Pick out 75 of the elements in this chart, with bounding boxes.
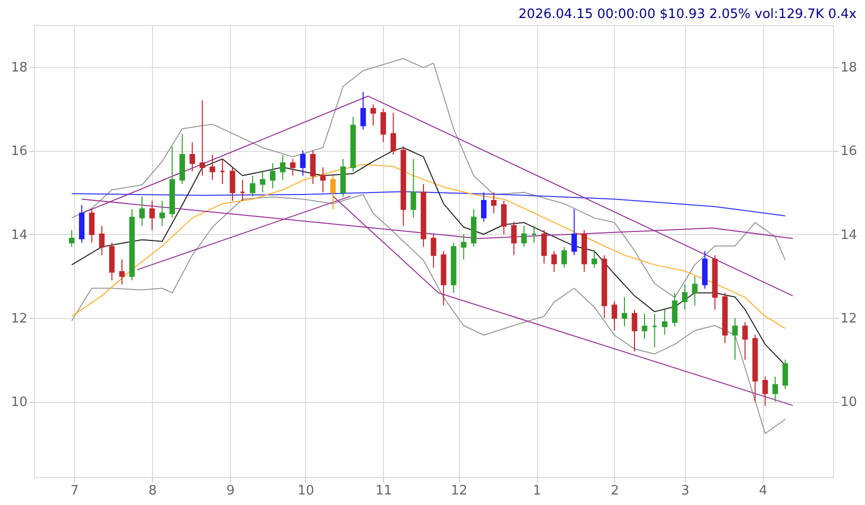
line-series (71, 191, 786, 216)
candlestick (410, 158, 416, 218)
candlestick (300, 150, 306, 176)
candlestick (380, 108, 386, 143)
candlestick (280, 154, 286, 180)
candlestick (99, 225, 105, 256)
candlestick (260, 170, 266, 193)
line-series (71, 194, 786, 434)
y-tick-label: 12 (10, 311, 28, 326)
candlestick (511, 221, 517, 256)
x-tick-label: 7 (70, 484, 79, 498)
candlestick (390, 112, 396, 156)
candlestick (200, 100, 206, 176)
candlestick (360, 91, 366, 130)
candlestick (430, 234, 436, 268)
y-tick-label: 10 (10, 395, 28, 410)
x-tick-label: 8 (148, 484, 157, 498)
y2-tick-label: 14 (840, 228, 858, 243)
x-tick-label: 1 (532, 484, 542, 498)
candlestick (190, 142, 196, 172)
candlestick (68, 230, 74, 248)
candlestick (89, 208, 95, 244)
candlestick (501, 200, 507, 235)
candlestick (632, 309, 638, 352)
candlestick (612, 300, 618, 332)
y2-tick-label: 10 (840, 395, 858, 410)
candlestick (592, 250, 598, 268)
x-tick-label: 9 (226, 484, 235, 498)
candlestick (541, 230, 547, 264)
candlestick (159, 200, 165, 226)
candlestick (210, 154, 216, 180)
candlestick (230, 166, 236, 202)
y-tick-label: 18 (10, 60, 28, 76)
y2-tick-label: 12 (840, 311, 858, 326)
candlestick (460, 234, 466, 260)
candlestick (139, 196, 145, 226)
candlestick (290, 158, 296, 176)
x-tick-label: 12 (450, 484, 468, 498)
candlestick (772, 376, 778, 402)
candlestick (642, 313, 648, 340)
line-series (71, 164, 786, 329)
candlestick (692, 276, 698, 306)
line-series (71, 58, 786, 298)
candlestick (481, 192, 486, 222)
candlestick (551, 250, 557, 272)
candlestick (732, 317, 738, 360)
candlestick (762, 376, 768, 406)
candlestick (682, 284, 688, 310)
candlestick (320, 166, 326, 193)
y2-tick-label: 16 (840, 144, 858, 160)
x-tick-label: 3 (681, 484, 690, 498)
candlestick (622, 296, 628, 327)
candlestick (782, 359, 788, 390)
y2-tick-label: 18 (840, 60, 858, 76)
candlestick (330, 175, 336, 210)
candlestick (491, 192, 497, 214)
candlestick (571, 208, 577, 256)
candlestick (270, 162, 276, 189)
candlestick (250, 175, 256, 198)
y-tick-label: 16 (10, 144, 28, 160)
x-tick-label: 4 (759, 484, 768, 498)
x-tick-label: 2 (610, 484, 620, 498)
x-tick-label: 10 (298, 484, 314, 498)
candlestick (561, 246, 567, 268)
chart-title: 2026.04.15 00:00:00 $10.93 2.05% vol:129.7K 0.4x (518, 7, 857, 22)
candlestick (672, 292, 678, 327)
candlestick (521, 225, 527, 248)
candlestick (310, 150, 316, 185)
candlestick (370, 104, 376, 126)
candlestick (662, 309, 668, 336)
candlestick (742, 322, 748, 360)
x-tick-label: 11 (375, 484, 392, 498)
y-tick-label: 14 (10, 228, 28, 243)
candlestick (149, 200, 155, 231)
candlestick (119, 258, 125, 285)
